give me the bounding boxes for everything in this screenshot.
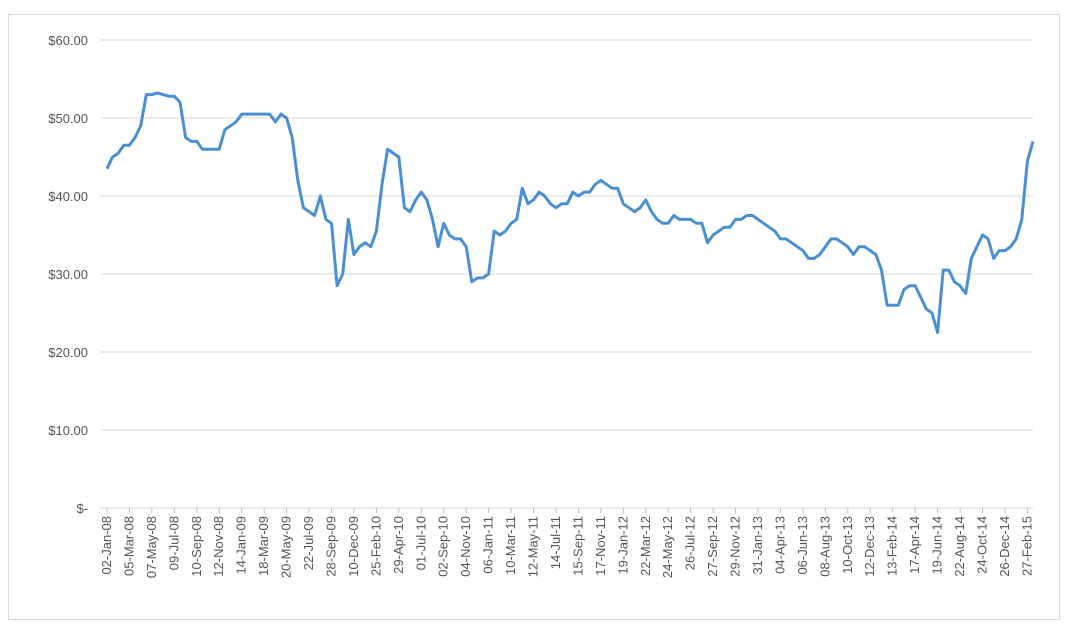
- x-tick-label: 27-Feb-15: [1019, 516, 1034, 576]
- x-tick-label: 06-Jan-11: [481, 516, 496, 574]
- x-tick-label: 14-Jan-09: [234, 516, 249, 575]
- x-tick-label: 22-Jul-09: [301, 516, 316, 570]
- x-tick-label: 02-Jan-08: [99, 516, 114, 575]
- line-series: [105, 91, 1035, 334]
- x-tick-label: 25-Feb-10: [368, 516, 383, 576]
- x-tick-label: 04-Nov-10: [458, 516, 473, 577]
- x-tick-label: 28-Sep-09: [323, 516, 338, 577]
- x-tick-label: 15-Sep-11: [570, 516, 585, 576]
- x-tick-label: 14-Jul-11: [548, 516, 563, 569]
- x-tick-label: 22-Aug-14: [952, 516, 967, 577]
- y-tick-label: $-: [76, 501, 88, 516]
- y-tick-label: $10.00: [48, 423, 88, 438]
- x-tick-label: 24-May-12: [660, 516, 675, 578]
- x-tick-label: 20-May-09: [279, 516, 294, 578]
- y-tick-label: $20.00: [48, 345, 88, 360]
- x-tick-label: 13-Feb-14: [885, 516, 900, 576]
- x-tick-label: 19-Jun-14: [930, 516, 945, 575]
- y-tick-label: $40.00: [48, 189, 88, 204]
- x-tick-label: 17-Apr-14: [907, 516, 922, 574]
- x-tick-label: 26-Dec-14: [997, 516, 1012, 577]
- x-tick-label: 24-Oct-14: [974, 516, 989, 574]
- x-tick-label: 07-May-08: [144, 516, 159, 578]
- x-tick-label: 22-Mar-12: [638, 516, 653, 576]
- x-tick-label: 19-Jan-12: [615, 516, 630, 575]
- x-tick-label: 04-Apr-13: [772, 516, 787, 574]
- x-tick-label: 12-Nov-08: [211, 516, 226, 577]
- x-tick-label: 02-Sep-10: [436, 516, 451, 577]
- x-tick-label: 01-Jul-10: [413, 516, 428, 570]
- x-tick-label: 10-Sep-08: [189, 516, 204, 577]
- x-tick-label: 05-Mar-08: [121, 516, 136, 576]
- x-tick-label: 29-Apr-10: [391, 516, 406, 574]
- x-tick-label: 26-Jul-12: [683, 516, 698, 570]
- chart-border: [8, 14, 1060, 620]
- y-tick-label: $50.00: [48, 111, 88, 126]
- x-tick-label: 18-Mar-09: [256, 516, 271, 576]
- y-tick-label: $60.00: [48, 33, 88, 48]
- y-tick-label: $30.00: [48, 267, 88, 282]
- x-tick-label: 10-Oct-13: [840, 516, 855, 574]
- x-tick-label: 12-May-11: [526, 516, 541, 577]
- x-tick-label: 31-Jan-13: [750, 516, 765, 575]
- x-tick-label: 29-Nov-12: [728, 516, 743, 577]
- x-tick-label: 10-Dec-09: [346, 516, 361, 577]
- x-tick-label: 06-Jun-13: [795, 516, 810, 575]
- x-tick-label: 10-Mar-11: [503, 516, 518, 575]
- x-tick-label: 27-Sep-12: [705, 516, 720, 577]
- x-tick-label: 09-Jul-08: [166, 516, 181, 570]
- x-tick-label: 17-Nov-11: [593, 516, 608, 576]
- x-tick-label: 08-Aug-13: [817, 516, 832, 577]
- x-tick-label: 12-Dec-13: [862, 516, 877, 577]
